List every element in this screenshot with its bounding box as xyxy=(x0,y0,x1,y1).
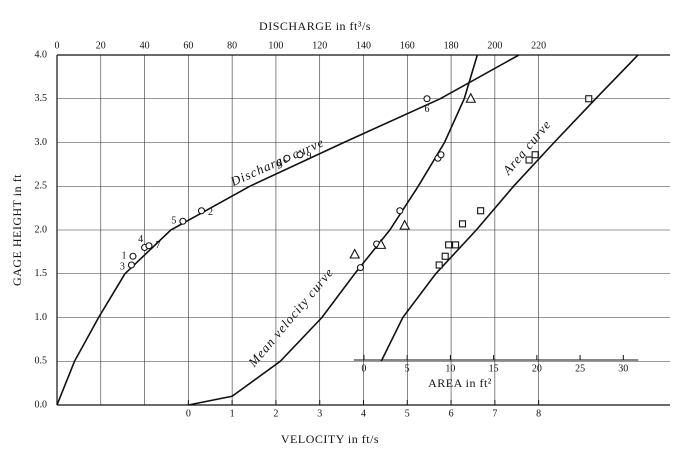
point xyxy=(585,95,593,103)
top-tick-label: 80 xyxy=(227,40,237,51)
y-tick-label: 2.0 xyxy=(35,224,48,235)
point xyxy=(531,151,539,159)
point xyxy=(349,248,361,259)
point xyxy=(179,217,187,225)
bottom-tick-label: 0 xyxy=(186,408,191,419)
y-tick-label: 2.5 xyxy=(35,181,48,192)
y-tick-label: 0.5 xyxy=(35,356,48,367)
point xyxy=(399,219,411,230)
point xyxy=(441,252,449,260)
point-label: 4 xyxy=(138,234,143,245)
curve xyxy=(188,54,479,406)
bottom-tick-label: 2 xyxy=(273,408,278,419)
y-tick-label: 4.0 xyxy=(35,49,48,60)
point xyxy=(465,92,477,103)
bottom-tick-label: 3 xyxy=(317,408,322,419)
point xyxy=(458,220,467,228)
y-tick-label: 1.5 xyxy=(35,268,48,279)
top-tick-label: 100 xyxy=(268,40,283,51)
curve-label: Area curve xyxy=(499,117,554,179)
area-tick-label: 10 xyxy=(445,363,455,374)
bottom-tick-label: 4 xyxy=(361,408,366,419)
curve xyxy=(56,54,520,406)
y-tick-label: 3.5 xyxy=(35,93,48,104)
point-label: 8 xyxy=(276,159,281,170)
top-tick-label: 120 xyxy=(312,40,327,51)
top-tick-label: 60 xyxy=(183,40,193,51)
top-tick-label: 200 xyxy=(487,40,502,51)
top-tick-label: 180 xyxy=(444,40,459,51)
point xyxy=(129,252,137,260)
point xyxy=(477,207,485,215)
area-axis-label: AREA in ft² xyxy=(428,376,492,390)
bottom-tick-label: 7 xyxy=(492,408,497,419)
y-tick-label: 3.0 xyxy=(35,137,48,148)
bottom-tick-label: 8 xyxy=(536,408,541,419)
point-label: 3 xyxy=(120,261,125,272)
bottom-axis-label: VELOCITY in ft/s xyxy=(281,432,379,446)
point xyxy=(437,151,445,159)
point xyxy=(423,95,431,103)
bottom-tick-label: 5 xyxy=(405,408,410,419)
point xyxy=(145,242,153,250)
area-tick-label: 5 xyxy=(405,363,410,374)
bottom-tick-label: 6 xyxy=(449,408,454,419)
y-axis-label: GAGE HEIGHT in ft xyxy=(10,174,24,286)
area-tick-label: 0 xyxy=(361,363,366,374)
curve xyxy=(380,54,639,362)
point xyxy=(356,264,364,272)
area-tick-label: 20 xyxy=(532,363,542,374)
point xyxy=(525,156,533,164)
point-label: 5 xyxy=(171,216,176,227)
point xyxy=(452,241,460,249)
bottom-tick-label: 1 xyxy=(230,408,235,419)
point xyxy=(283,154,291,162)
point xyxy=(445,241,453,249)
top-tick-label: 0 xyxy=(55,40,60,51)
point-label: 1 xyxy=(121,251,126,262)
y-tick-label: 0.0 xyxy=(35,399,48,410)
point xyxy=(435,261,443,269)
area-tick-label: 25 xyxy=(575,363,585,374)
area-tick-label: 30 xyxy=(618,363,628,374)
point xyxy=(197,207,206,215)
top-tick-label: 20 xyxy=(96,40,106,51)
area-tick-label: 15 xyxy=(489,363,499,374)
y-tick-label: 1.0 xyxy=(35,312,48,323)
point-label: 2 xyxy=(208,207,213,218)
point-label: 6 xyxy=(424,104,429,115)
point xyxy=(127,261,135,269)
top-tick-label: 40 xyxy=(140,40,150,51)
point xyxy=(296,151,304,159)
point xyxy=(375,238,387,249)
top-tick-label: 220 xyxy=(531,40,546,51)
top-tick-label: 140 xyxy=(356,40,371,51)
point-label: 7 xyxy=(155,240,160,251)
top-axis-label: DISCHARGE in ft³/s xyxy=(259,19,371,33)
point-label: 9 xyxy=(307,151,312,162)
point xyxy=(396,207,404,215)
top-tick-label: 160 xyxy=(400,40,415,51)
